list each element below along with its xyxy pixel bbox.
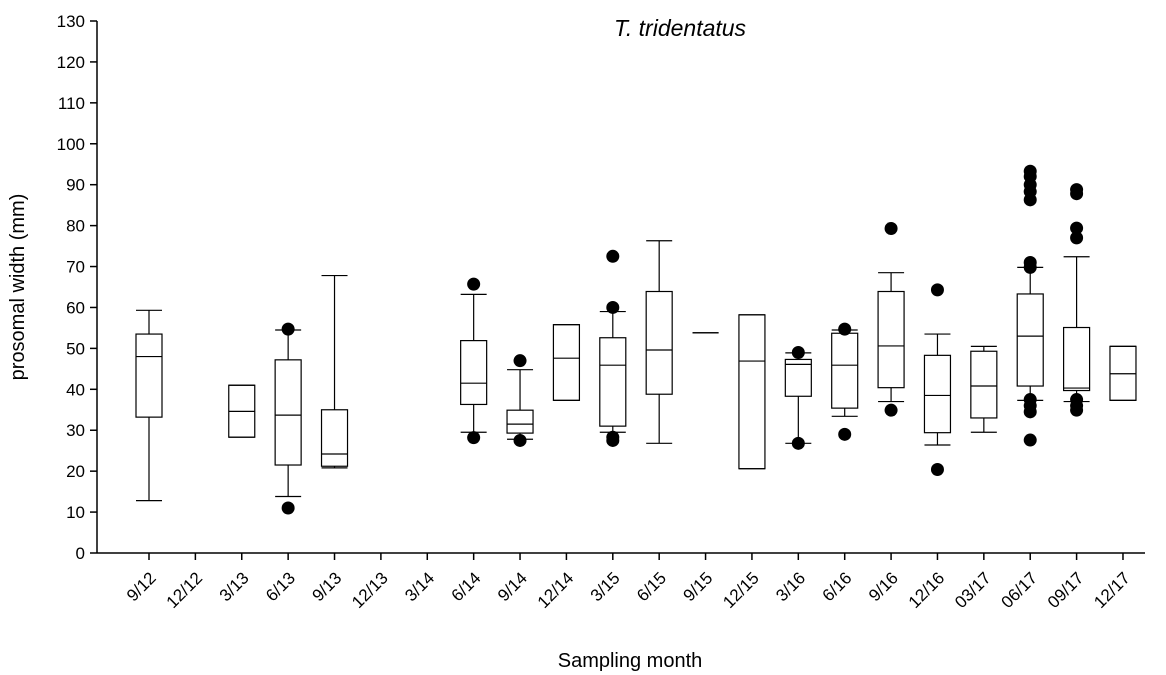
x-tick-label: 12/12 xyxy=(163,568,207,612)
outlier xyxy=(838,322,852,336)
y-tick-label: 60 xyxy=(66,298,85,317)
x-tick-label: 12/13 xyxy=(348,568,392,612)
x-tick-label: 6/15 xyxy=(633,568,670,605)
box xyxy=(552,324,581,401)
outlier xyxy=(838,427,852,441)
box xyxy=(877,290,905,389)
outlier xyxy=(791,345,805,359)
x-tick-label: 9/14 xyxy=(494,568,531,605)
x-tick-label: 12/14 xyxy=(534,568,578,612)
y-tick-label: 40 xyxy=(66,380,85,399)
box xyxy=(831,332,859,409)
outlier xyxy=(467,277,481,291)
outlier xyxy=(884,221,898,235)
x-tick-label: 6/14 xyxy=(448,568,485,605)
x-tick-label: 9/15 xyxy=(680,568,717,605)
outlier xyxy=(1023,164,1037,178)
outlier xyxy=(1023,433,1037,447)
y-tick-label: 10 xyxy=(66,503,85,522)
outlier xyxy=(1070,221,1084,235)
y-tick-label: 100 xyxy=(57,135,85,154)
box xyxy=(135,333,163,418)
y-tick-label: 110 xyxy=(58,94,85,113)
y-tick-label: 90 xyxy=(66,176,85,195)
box xyxy=(599,337,627,427)
x-tick-label: 6/16 xyxy=(819,568,856,605)
chart-title: T. tridentatus xyxy=(614,15,747,41)
x-axis-label: Sampling month xyxy=(558,650,703,672)
outlier xyxy=(281,501,295,515)
x-tick-label: 12/15 xyxy=(719,568,763,612)
outlier xyxy=(1023,393,1037,407)
outlier xyxy=(930,463,944,477)
box xyxy=(645,290,673,395)
outlier xyxy=(513,354,527,368)
outlier xyxy=(1070,393,1084,407)
outlier xyxy=(884,403,898,417)
box xyxy=(970,350,998,419)
box xyxy=(320,409,349,467)
outlier xyxy=(606,300,620,314)
box xyxy=(923,354,952,434)
x-tick-label: 3/15 xyxy=(587,568,624,605)
box xyxy=(784,358,812,397)
x-tick-label: 09/17 xyxy=(1044,568,1088,612)
x-tick-label: 9/13 xyxy=(309,568,346,605)
y-tick-label: 20 xyxy=(66,462,85,481)
box xyxy=(1062,326,1091,392)
outlier xyxy=(281,322,295,336)
x-tick-label: 12/17 xyxy=(1090,568,1134,612)
outlier xyxy=(1023,255,1037,269)
x-tick-label: 9/12 xyxy=(123,568,160,605)
y-axis-label: prosomal width (mm) xyxy=(7,194,29,381)
y-tick-label: 120 xyxy=(57,53,85,72)
outlier xyxy=(930,283,944,297)
x-tick-label: 6/13 xyxy=(262,568,299,605)
y-tick-label: 130 xyxy=(57,12,85,31)
outlier xyxy=(791,436,805,450)
y-tick-label: 80 xyxy=(66,217,85,236)
x-tick-label: 9/16 xyxy=(865,568,902,605)
x-tick-label: 03/17 xyxy=(951,568,995,612)
outlier xyxy=(606,430,620,444)
y-tick-label: 0 xyxy=(76,544,85,563)
x-tick-label: 3/14 xyxy=(401,568,438,605)
box xyxy=(738,314,766,470)
x-tick-label: 12/16 xyxy=(905,568,949,612)
outlier xyxy=(1070,183,1084,197)
y-tick-label: 70 xyxy=(66,258,85,277)
outlier xyxy=(1070,231,1084,245)
outlier xyxy=(606,249,620,263)
x-tick-label: 06/17 xyxy=(998,568,1042,612)
y-tick-label: 30 xyxy=(66,421,85,440)
y-tick-label: 50 xyxy=(66,339,85,358)
box xyxy=(1016,293,1044,387)
box xyxy=(274,359,302,466)
box xyxy=(506,409,534,434)
x-tick-label: 3/16 xyxy=(772,568,809,605)
outlier xyxy=(467,431,481,445)
outlier xyxy=(513,433,527,447)
box xyxy=(460,340,488,406)
x-tick-label: 3/13 xyxy=(216,568,253,605)
